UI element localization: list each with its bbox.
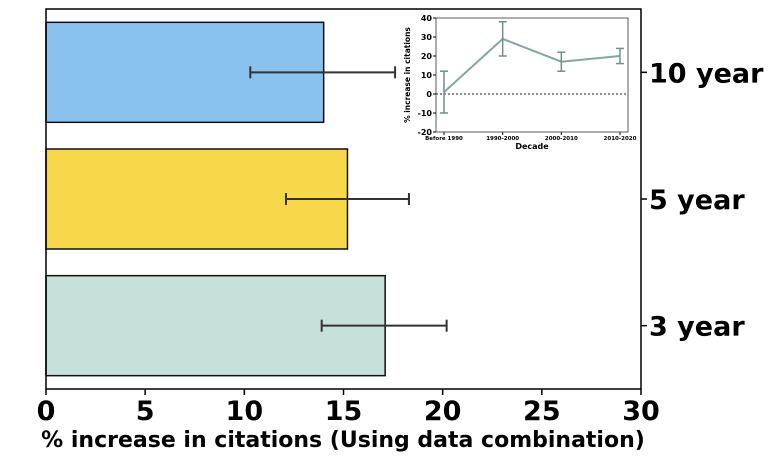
x-axis-label: % increase in citations (Using data comb…	[41, 428, 645, 453]
x-tick-label: 5	[136, 396, 155, 427]
inset-x-tick-label: 2000-2010	[545, 136, 578, 142]
x-tick-label: 10	[226, 396, 264, 427]
inset-x-axis-label: Decade	[515, 142, 549, 151]
y-tick-label: 5 year	[649, 185, 745, 216]
inset-x-tick-label: 1990-2000	[486, 136, 519, 142]
y-tick-label: 3 year	[649, 312, 745, 343]
inset-y-tick-label: -20	[418, 128, 433, 137]
x-tick-label: 30	[622, 396, 660, 427]
x-tick-label: 15	[325, 396, 363, 427]
inset-y-tick-label: 20	[421, 52, 433, 61]
inset-y-axis-label: % increase in citations	[403, 27, 412, 123]
inset-y-tick-label: 10	[421, 71, 433, 80]
y-tick-label: 10 year	[649, 58, 764, 89]
inset-x-tick-label: 2010-2020	[604, 136, 637, 142]
inset-y-tick-label: 40	[421, 14, 433, 23]
inset-y-tick-label: -10	[418, 109, 433, 118]
x-tick-label: 20	[424, 396, 462, 427]
inset-x-tick-label: Before 1990	[425, 136, 463, 142]
inset-y-tick-label: 30	[421, 33, 433, 42]
x-tick-label: 0	[37, 396, 56, 427]
inset-background	[436, 18, 628, 132]
inset-y-tick-label: 0	[426, 90, 432, 99]
x-tick-label: 25	[523, 396, 561, 427]
inset-series-line	[443, 37, 621, 93]
